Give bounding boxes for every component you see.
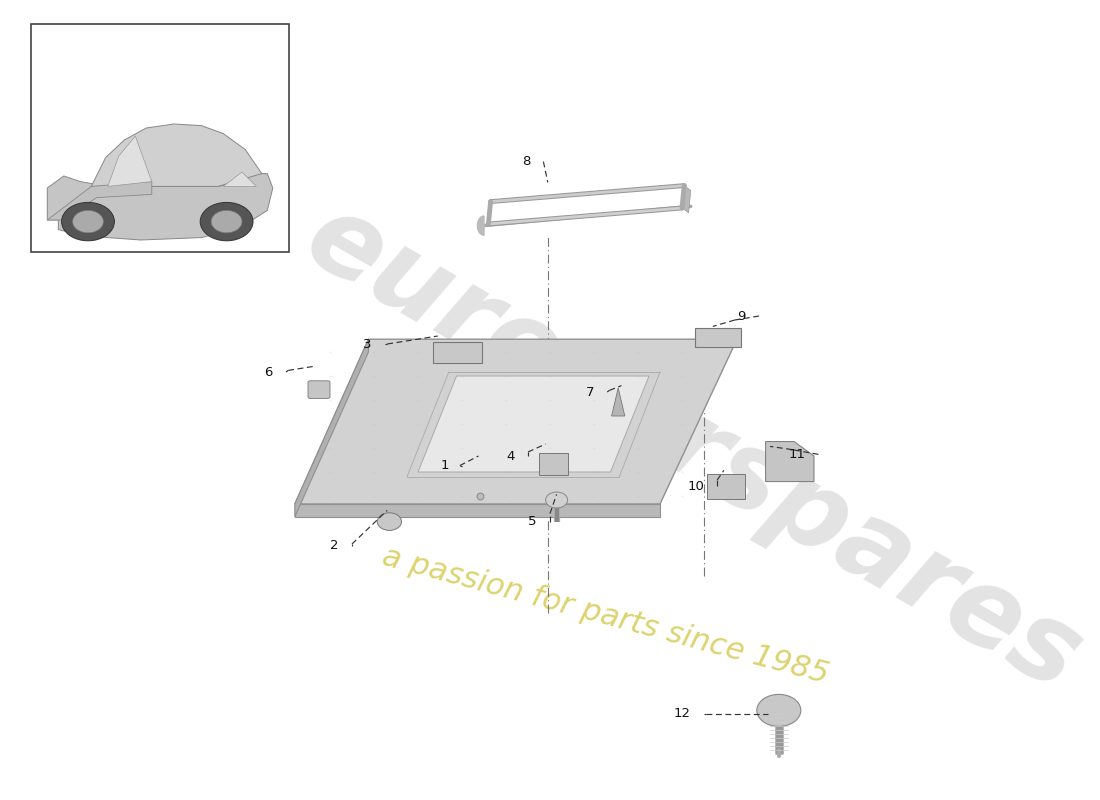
Polygon shape: [295, 504, 660, 517]
Polygon shape: [47, 182, 152, 220]
Circle shape: [211, 210, 242, 233]
Polygon shape: [91, 124, 262, 186]
Polygon shape: [295, 339, 737, 504]
Text: 11: 11: [789, 448, 805, 461]
Polygon shape: [223, 172, 256, 186]
Text: 12: 12: [674, 707, 691, 720]
Circle shape: [377, 513, 402, 530]
Circle shape: [200, 202, 253, 241]
FancyBboxPatch shape: [695, 328, 741, 347]
Text: 10: 10: [688, 480, 704, 493]
Circle shape: [62, 202, 114, 241]
Text: 4: 4: [506, 450, 515, 462]
Text: 1: 1: [440, 459, 449, 472]
Polygon shape: [295, 339, 368, 517]
Text: 3: 3: [363, 338, 372, 350]
Text: a passion for parts since 1985: a passion for parts since 1985: [378, 542, 832, 690]
Polygon shape: [682, 186, 691, 213]
Text: 6: 6: [264, 366, 273, 378]
Bar: [31, 24, 289, 252]
FancyBboxPatch shape: [433, 342, 482, 363]
Text: 8: 8: [521, 155, 530, 168]
Text: 5: 5: [528, 515, 537, 528]
Polygon shape: [477, 216, 484, 235]
Circle shape: [73, 210, 103, 233]
Circle shape: [546, 492, 568, 508]
Text: 7: 7: [585, 386, 594, 398]
Text: 2: 2: [330, 539, 339, 552]
FancyBboxPatch shape: [308, 381, 330, 398]
Polygon shape: [418, 376, 649, 472]
Text: eurocarspares: eurocarspares: [287, 183, 1099, 713]
FancyBboxPatch shape: [707, 474, 745, 499]
Polygon shape: [108, 136, 152, 186]
Polygon shape: [612, 388, 625, 416]
Circle shape: [757, 694, 801, 726]
FancyBboxPatch shape: [539, 453, 568, 475]
Text: 9: 9: [737, 310, 746, 322]
Polygon shape: [766, 442, 814, 482]
Polygon shape: [47, 174, 273, 240]
